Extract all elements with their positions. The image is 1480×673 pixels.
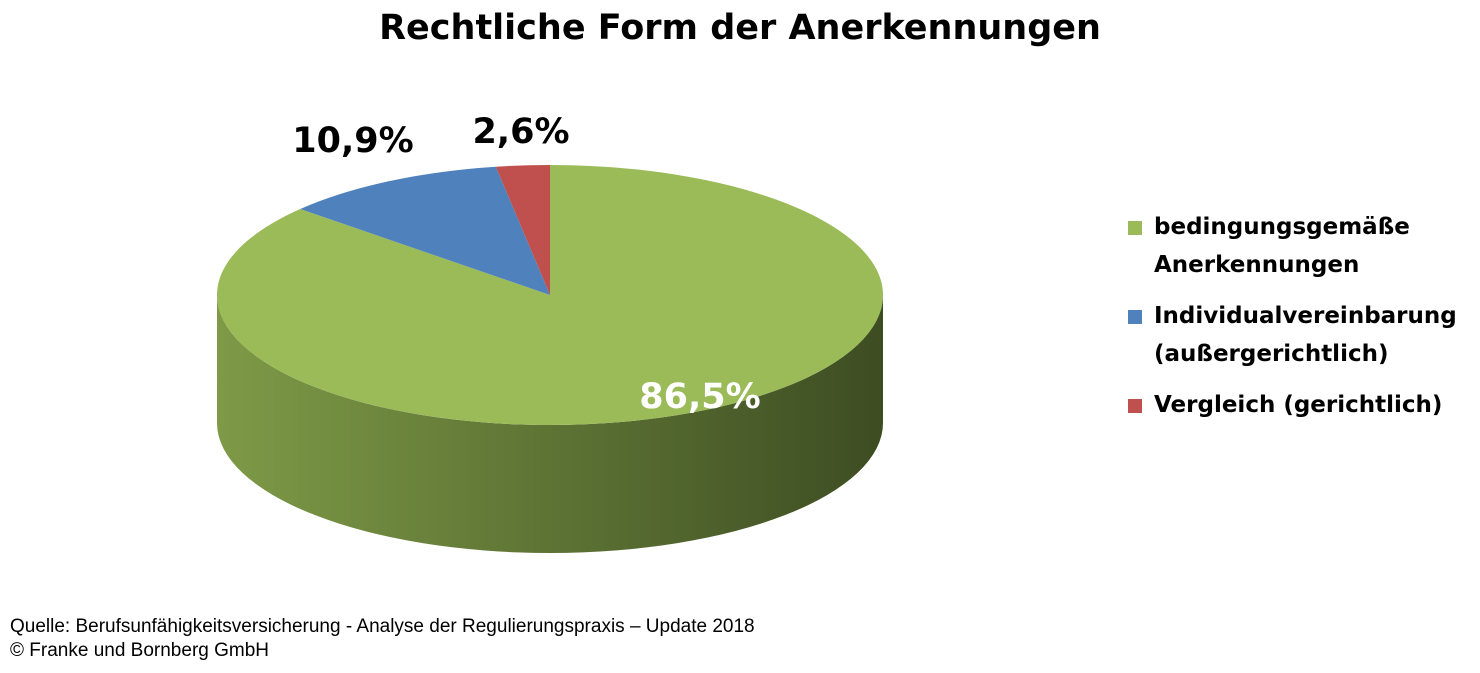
pie-slice	[300, 166, 550, 295]
legend-label: bedingungsgemäße	[1154, 214, 1410, 240]
legend-swatch	[1128, 399, 1142, 413]
legend-label: Vergleich (gerichtlich)	[1154, 392, 1443, 418]
legend-label: Individualvereinbarung	[1154, 303, 1457, 329]
legend-swatch	[1128, 221, 1142, 235]
pie-data-label: 2,6%	[472, 112, 569, 152]
legend: bedingungsgemäße Anerkennungen Individualv…	[1128, 208, 1473, 437]
pie-side-wall	[217, 295, 883, 553]
pie-data-label: 86,5%	[639, 377, 760, 417]
pie-slice	[495, 165, 550, 295]
pie-data-label: 10,9%	[292, 121, 413, 161]
legend-item: bedingungsgemäße Anerkennungen	[1128, 208, 1473, 284]
legend-item: Vergleich (gerichtlich)	[1128, 386, 1473, 424]
legend-label: Anerkennungen	[1154, 252, 1360, 278]
legend-swatch	[1128, 310, 1142, 324]
legend-item: Individualvereinbarung (außergerichtlich)	[1128, 297, 1473, 373]
source-line: Quelle: Berufsunfähigkeitsversicherung -…	[10, 616, 755, 637]
legend-label: (außergerichtlich)	[1154, 341, 1389, 367]
source-note: Quelle: Berufsunfähigkeitsversicherung -…	[10, 615, 755, 663]
copyright-line: © Franke und Bornberg GmbH	[10, 640, 270, 661]
chart-title: Rechtliche Form der Anerkennungen	[379, 8, 1101, 48]
